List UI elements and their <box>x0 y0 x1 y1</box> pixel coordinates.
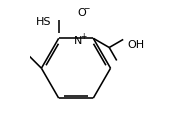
Text: +: + <box>80 32 86 41</box>
Text: N: N <box>74 36 83 46</box>
Text: HS: HS <box>36 17 52 27</box>
Text: −: − <box>83 4 89 13</box>
Text: O: O <box>78 8 86 19</box>
Text: OH: OH <box>127 40 144 50</box>
